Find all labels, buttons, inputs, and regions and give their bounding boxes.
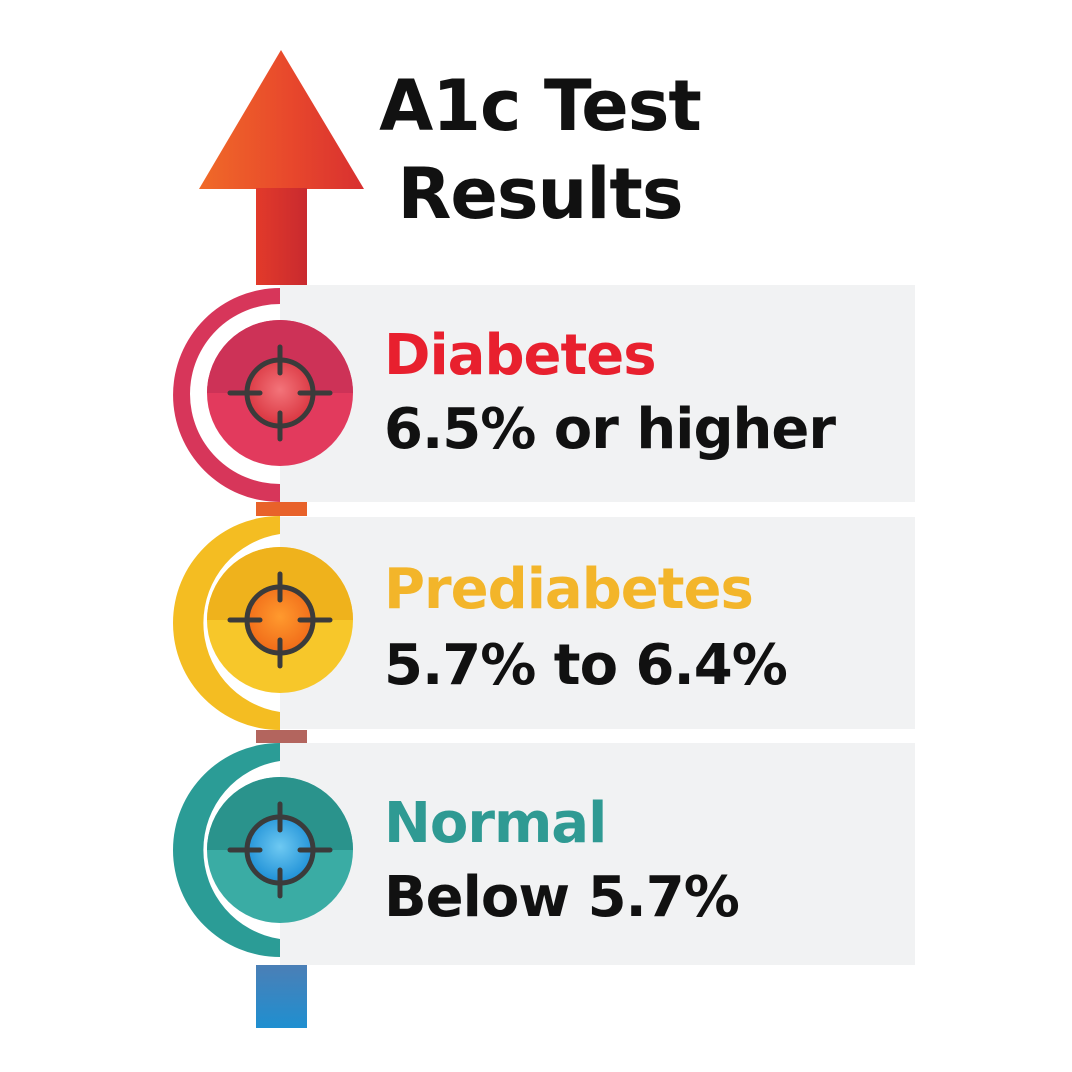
connector-shaft: [256, 502, 307, 1028]
diabetes-label: Diabetes: [384, 323, 657, 388]
crosshair-icon: [227, 801, 333, 899]
normal-range: Below 5.7%: [384, 865, 740, 930]
prediabetes-panel: [280, 517, 915, 729]
normal-label: Normal: [384, 791, 607, 856]
normal-panel: [280, 743, 915, 965]
prediabetes-label: Prediabetes: [384, 557, 754, 622]
page-title: A1c Test Results: [360, 62, 720, 238]
prediabetes-badge: [173, 516, 353, 730]
normal-badge: [173, 743, 353, 957]
title-line-2: Results: [397, 153, 684, 235]
prediabetes-range: 5.7% to 6.4%: [384, 633, 788, 698]
up-arrow-icon: [199, 50, 364, 285]
diabetes-panel: [280, 285, 915, 502]
crosshair-icon: [227, 571, 333, 669]
diabetes-badge: [173, 288, 353, 502]
diabetes-range: 6.5% or higher: [384, 397, 836, 462]
title-line-1: A1c Test: [379, 65, 702, 147]
crosshair-icon: [227, 344, 333, 442]
